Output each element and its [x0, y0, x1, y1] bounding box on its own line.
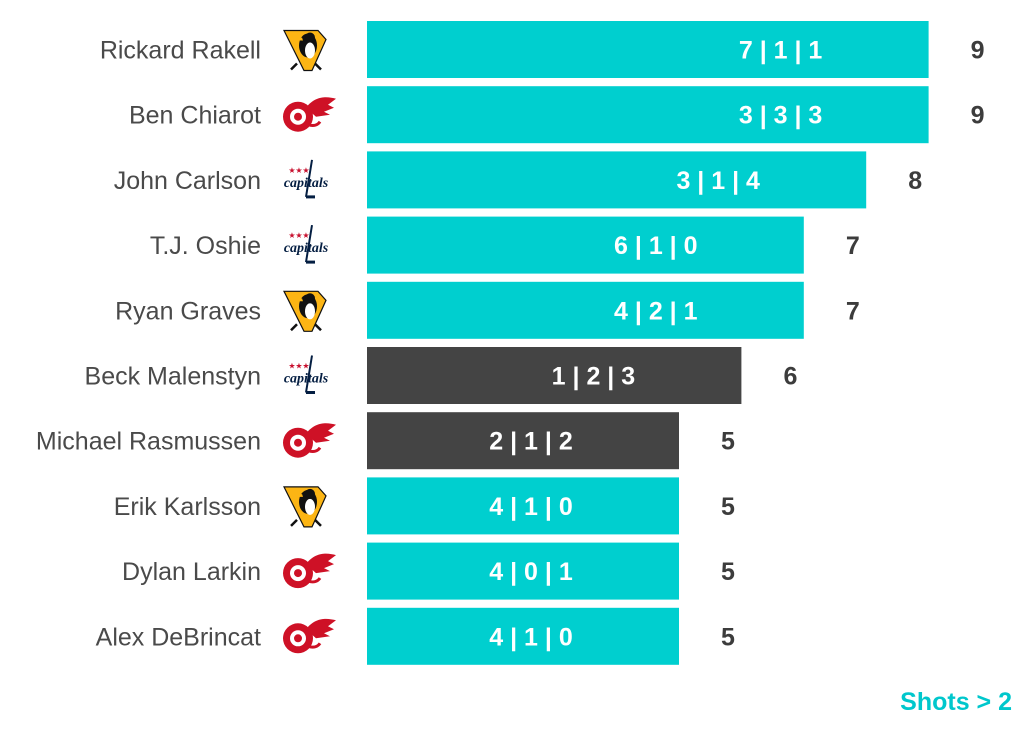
- bar-value-label: 9: [971, 102, 985, 130]
- bar-value-label: 5: [721, 428, 735, 456]
- bar: [367, 607, 679, 665]
- svg-text:★: ★: [288, 362, 295, 371]
- bar-row: Ben Chiarot 3 | 3 | 3 9: [129, 86, 985, 144]
- red-wings-logo-icon: [283, 618, 336, 654]
- category-label: Alex DeBrincat: [96, 623, 261, 651]
- penguins-logo-icon: [283, 29, 327, 72]
- bar-breakdown-label: 3 | 3 | 3: [739, 102, 822, 130]
- bar-value-label: 7: [846, 297, 860, 325]
- svg-text:capitals: capitals: [284, 372, 329, 387]
- category-label: Michael Rasmussen: [36, 428, 261, 456]
- bar-row: Rickard Rakell 7 | 1 | 1 9: [100, 21, 985, 78]
- bar-row: Ryan Graves 4 | 2 | 1 7: [115, 281, 860, 339]
- bar-value-label: 5: [721, 623, 735, 651]
- category-label: Beck Malenstyn: [85, 363, 261, 391]
- bar: [367, 542, 679, 600]
- category-label: Erik Karlsson: [114, 493, 261, 521]
- bar-value-label: 7: [846, 232, 860, 260]
- capitals-logo-icon: capitals★ ★ ★: [284, 224, 329, 264]
- bar: [367, 281, 804, 339]
- bar-value-label: 6: [783, 363, 797, 391]
- category-label: John Carlson: [114, 167, 261, 195]
- svg-text:capitals: capitals: [284, 176, 329, 191]
- red-wings-logo-icon: [283, 423, 336, 458]
- bar-breakdown-label: 3 | 1 | 4: [676, 167, 760, 195]
- red-wings-logo-icon: [283, 553, 336, 589]
- bar-row: Michael Rasmussen 2 | 1 | 2 5: [36, 412, 735, 470]
- bar-row: Dylan Larkin 4 | 0 | 1 5: [122, 542, 735, 600]
- bar-breakdown-label: 4 | 2 | 1: [614, 297, 698, 325]
- svg-text:★: ★: [295, 362, 302, 371]
- bar-value-label: 5: [721, 493, 735, 521]
- bar-breakdown-label: 4 | 1 | 0: [489, 623, 572, 651]
- capitals-logo-icon: capitals★ ★ ★: [284, 355, 329, 394]
- svg-text:★: ★: [302, 231, 309, 240]
- footnote: Shots > 2: [900, 688, 1012, 716]
- svg-text:★: ★: [288, 231, 295, 240]
- svg-text:★: ★: [302, 362, 309, 371]
- bar-breakdown-label: 7 | 1 | 1: [739, 37, 823, 65]
- category-label: T.J. Oshie: [150, 232, 261, 260]
- bar: [367, 216, 804, 274]
- bar: [367, 412, 679, 470]
- category-label: Dylan Larkin: [122, 558, 261, 586]
- svg-text:★: ★: [288, 166, 295, 175]
- bar-breakdown-label: 2 | 1 | 2: [489, 428, 572, 456]
- bar-value-label: 5: [721, 558, 735, 586]
- bar-breakdown-label: 6 | 1 | 0: [614, 232, 697, 260]
- bar-breakdown-label: 4 | 1 | 0: [489, 493, 572, 521]
- bar-value-label: 9: [971, 37, 985, 65]
- bar-breakdown-label: 4 | 0 | 1: [489, 558, 573, 586]
- bar-row: Alex DeBrincat 4 | 1 | 0 5: [96, 607, 735, 665]
- bar: [367, 347, 742, 404]
- svg-text:★: ★: [295, 231, 302, 240]
- bar: [367, 21, 929, 78]
- bar-value-label: 8: [908, 167, 922, 195]
- category-label: Ryan Graves: [115, 297, 261, 325]
- bar-row: Erik Karlsson 4 | 1 | 0 5: [114, 477, 735, 535]
- bar-breakdown-label: 1 | 2 | 3: [552, 363, 635, 391]
- svg-text:★: ★: [302, 166, 309, 175]
- svg-text:★: ★: [295, 166, 302, 175]
- capitals-logo-icon: capitals★ ★ ★: [284, 159, 329, 199]
- category-label: Ben Chiarot: [129, 102, 261, 130]
- category-label: Rickard Rakell: [100, 37, 261, 65]
- bar: [367, 477, 679, 535]
- red-wings-logo-icon: [283, 97, 336, 132]
- penguins-logo-icon: [283, 486, 327, 528]
- penguins-logo-icon: [283, 290, 327, 332]
- bar: [367, 86, 929, 144]
- svg-text:capitals: capitals: [284, 241, 329, 256]
- bar: [367, 151, 867, 209]
